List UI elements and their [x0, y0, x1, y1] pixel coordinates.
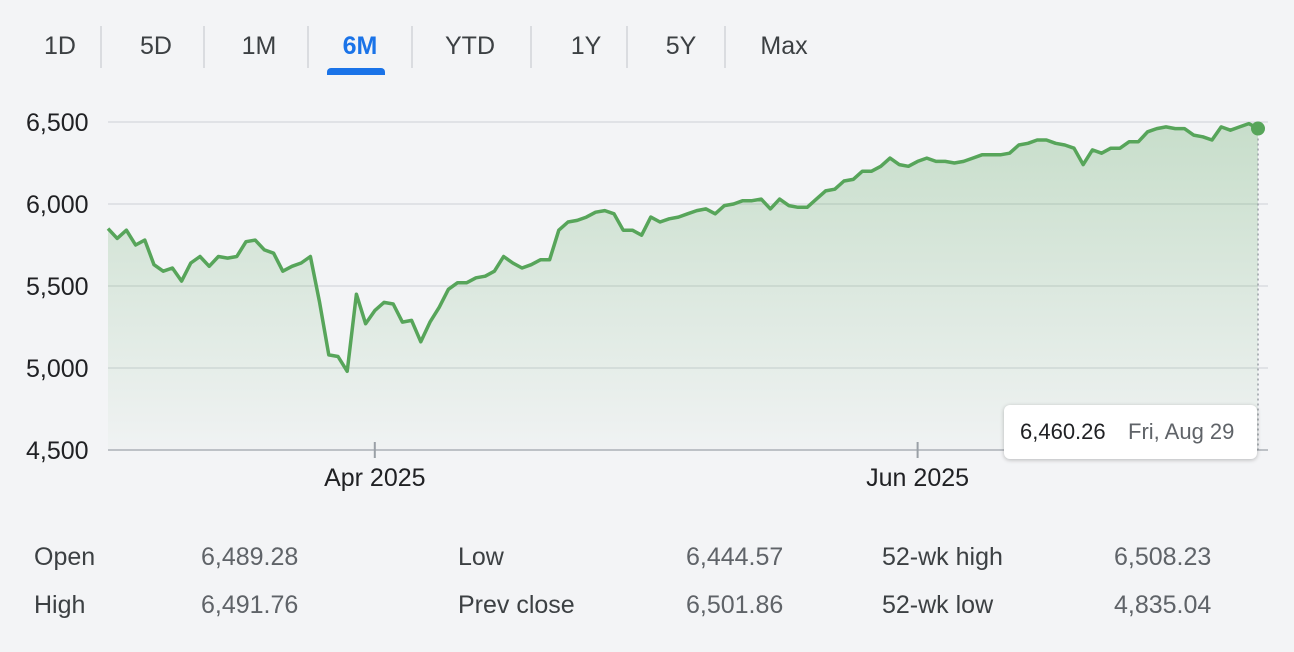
range-tabs: 1D 5D 1M 6M YTD 1Y 5Y Max — [0, 0, 1294, 80]
tab-divider — [307, 26, 309, 68]
tab-divider — [203, 26, 205, 68]
price-line — [106, 121, 1259, 374]
last-point-marker — [1251, 121, 1265, 136]
y-tick-label: 5,500 — [26, 273, 89, 301]
x-tick-label: Apr 2025 — [324, 464, 425, 492]
tab-1m[interactable]: 1M — [241, 32, 277, 60]
tab-divider — [100, 26, 102, 68]
y-tick-label: 6,000 — [26, 191, 89, 219]
tab-1y[interactable]: 1Y — [570, 32, 602, 60]
y-tick-label: 5,000 — [26, 355, 89, 383]
tooltip-value: 6,460.26 — [1020, 419, 1106, 444]
wk52-low-label: 52-wk low — [882, 591, 994, 619]
tab-5y[interactable]: 5Y — [665, 32, 697, 60]
key-stats: Open 6,489.28 High 6,491.76 Low 6,444.57… — [0, 530, 1294, 650]
tab-1d[interactable]: 1D — [44, 32, 76, 60]
open-label: Open — [34, 543, 96, 571]
wk52-high-label: 52-wk high — [882, 543, 1003, 571]
x-tick-label: Jun 2025 — [866, 464, 969, 492]
tab-6m[interactable]: 6M — [342, 32, 378, 60]
low-label: Low — [458, 543, 504, 571]
wk52-low-value: 4,835.04 — [1114, 591, 1212, 619]
tab-divider — [411, 26, 413, 68]
price-chart[interactable]: 4,500 5,000 5,500 6,000 6,500 Apr 2025 Jun 202… — [0, 80, 1294, 500]
high-value: 6,491.76 — [201, 591, 299, 619]
wk52-high-value: 6,508.23 — [1114, 543, 1212, 571]
open-value: 6,489.28 — [201, 543, 299, 571]
tab-ytd[interactable]: YTD — [445, 32, 495, 60]
hover-tooltip: 6,460.26 Fri, Aug 29 — [1004, 405, 1257, 459]
active-tab-indicator — [327, 68, 385, 75]
prev-close-label: Prev close — [458, 591, 575, 619]
tab-divider — [724, 26, 726, 68]
low-value: 6,444.57 — [686, 543, 784, 571]
tab-5d[interactable]: 5D — [140, 32, 172, 60]
price-area — [108, 123, 1258, 450]
high-label: High — [34, 591, 86, 619]
tooltip-date: Fri, Aug 29 — [1128, 419, 1235, 444]
y-tick-label: 4,500 — [26, 437, 89, 465]
tab-divider — [626, 26, 628, 68]
y-tick-label: 6,500 — [26, 109, 89, 137]
prev-close-value: 6,501.86 — [686, 591, 784, 619]
tab-max[interactable]: Max — [760, 32, 808, 60]
tab-divider — [530, 26, 532, 68]
